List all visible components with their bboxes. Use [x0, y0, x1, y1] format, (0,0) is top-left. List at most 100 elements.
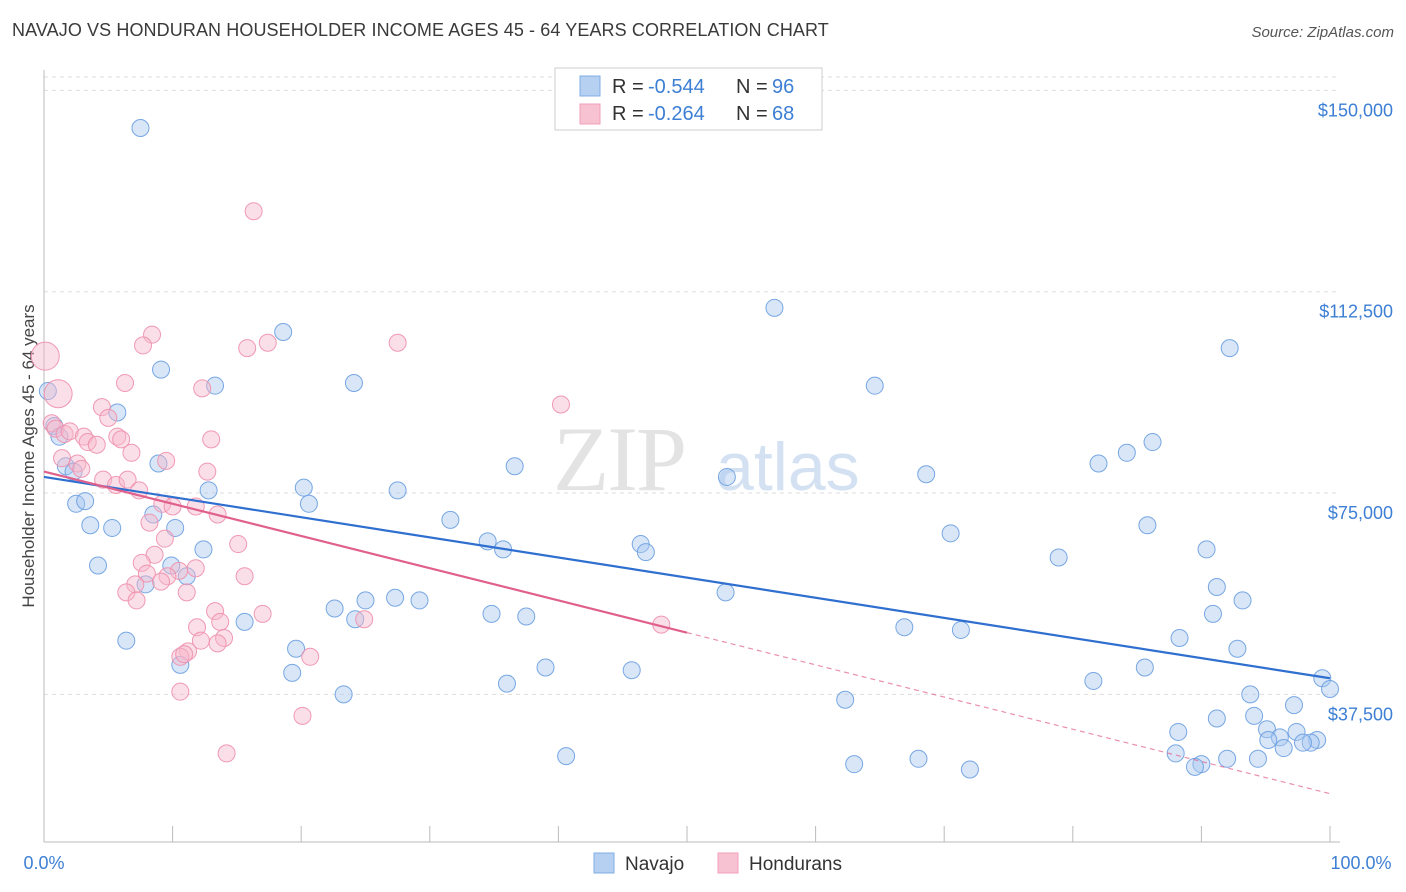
hondurans-point [112, 430, 131, 449]
y-tick-label: $150,000 [1318, 100, 1393, 120]
navajo-point [410, 591, 429, 610]
legend-hondurans-r-value: -0.264 [648, 103, 705, 125]
navajo-point [1203, 604, 1222, 623]
navajo-point [917, 465, 936, 484]
hondurans-point [116, 374, 135, 392]
navajo-point [716, 583, 735, 602]
hondurans-point [244, 202, 263, 221]
hondurans-point [206, 602, 225, 621]
hondurans-point [157, 451, 176, 470]
navajo-point [1207, 709, 1226, 728]
navajo-point [636, 543, 655, 562]
y-tick-label: $37,500 [1328, 704, 1393, 724]
navajo-point [1170, 629, 1189, 647]
navajo-point [81, 516, 100, 535]
navajo-point [1287, 722, 1306, 741]
hondurans-point [175, 645, 194, 664]
navajo-point [235, 612, 254, 631]
correlation-legend: R = -0.544 N = 96 R = -0.264 N = 68 [554, 67, 823, 131]
hondurans-point [202, 430, 221, 449]
hondurans-point [155, 529, 174, 548]
y-tick-label: $112,500 [1319, 302, 1393, 322]
navajo-point [1301, 733, 1320, 752]
hondurans-point [293, 706, 312, 725]
hondurans-point [188, 618, 207, 637]
hondurans-point [46, 419, 65, 438]
hondurans-point [43, 379, 73, 409]
hondurans-trendline [43, 470, 688, 634]
navajo-point [344, 374, 363, 392]
navajo-point [1241, 685, 1260, 704]
navajo-point [1143, 433, 1162, 452]
hondurans-point [99, 408, 118, 427]
hondurans-point [238, 339, 257, 358]
x-ticks [43, 826, 1331, 842]
navajo-point [152, 360, 171, 379]
navajo-point [1228, 639, 1247, 658]
legend-hondurans-n-label: N = [736, 103, 768, 125]
navajo-point [497, 674, 516, 693]
hondurans-point [191, 631, 210, 650]
bottom-legend-navajo-label: Navajo [625, 854, 684, 875]
hondurans-point [60, 422, 79, 441]
navajo-point [482, 604, 501, 623]
navajo-point [89, 556, 108, 575]
navajo-point [1248, 749, 1267, 768]
navajo-point [1197, 540, 1216, 559]
navajo-point [1135, 658, 1154, 677]
navajo-point [960, 760, 979, 779]
navajo-point [1218, 749, 1237, 768]
y-tick-labels: $37,500 $75,000 $112,500 $150,000 [1318, 100, 1393, 724]
hondurans-point [55, 425, 74, 443]
navajo-point [356, 591, 375, 610]
navajo-point [865, 376, 884, 395]
navajo-point [199, 481, 218, 500]
legend-navajo-swatch [579, 75, 601, 97]
x-tick-label-max: 100.0% [1330, 853, 1391, 873]
gridlines [44, 76, 1340, 695]
hondurans-point [177, 583, 196, 602]
hondurans-point [132, 553, 151, 572]
hondurans-point [122, 443, 141, 462]
y-axis-label: Householder Income Ages 45 - 64 years [19, 304, 38, 607]
hondurans-point [229, 535, 248, 554]
navajo-point [283, 663, 302, 682]
hondurans-point [163, 497, 182, 516]
legend-hondurans-r-label: R = [612, 103, 644, 125]
navajo-point [1185, 757, 1204, 776]
navajo-point [1233, 591, 1252, 610]
series-legend: Navajo Hondurans [593, 852, 842, 875]
navajo-point [717, 467, 736, 486]
legend-hondurans-swatch [579, 103, 601, 125]
hondurans-point [355, 610, 374, 629]
watermark: ZIP atlas [553, 408, 860, 510]
navajo-point [38, 382, 57, 401]
navajo-point [1259, 731, 1278, 749]
navajo-point [941, 524, 960, 543]
chart-source: Source: ZipAtlas.com [1251, 24, 1394, 41]
navajo-point [441, 510, 460, 529]
hondurans-point [551, 395, 570, 414]
navajo-point [76, 492, 95, 511]
hondurans-point [134, 336, 153, 355]
x-tick-label-min: 0.0% [23, 853, 64, 873]
hondurans-point [211, 612, 230, 631]
hondurans-point [217, 744, 236, 763]
navajo-point [557, 747, 576, 766]
hondurans-point [193, 379, 212, 398]
hondurans-point [186, 559, 205, 578]
hondurans-point [137, 564, 156, 583]
navajo-point [909, 749, 928, 768]
hondurans-points [30, 202, 671, 763]
navajo-point [1220, 339, 1239, 358]
y-tick-label: $75,000 [1328, 503, 1393, 523]
navajo-point [386, 588, 405, 607]
navajo-point [334, 685, 353, 704]
navajo-point [1321, 680, 1339, 698]
hondurans-point [118, 470, 137, 489]
navajo-point [1293, 733, 1312, 752]
bottom-legend-hondurans-label: Hondurans [749, 854, 842, 875]
navajo-point [517, 607, 536, 626]
navajo-point [274, 323, 293, 341]
